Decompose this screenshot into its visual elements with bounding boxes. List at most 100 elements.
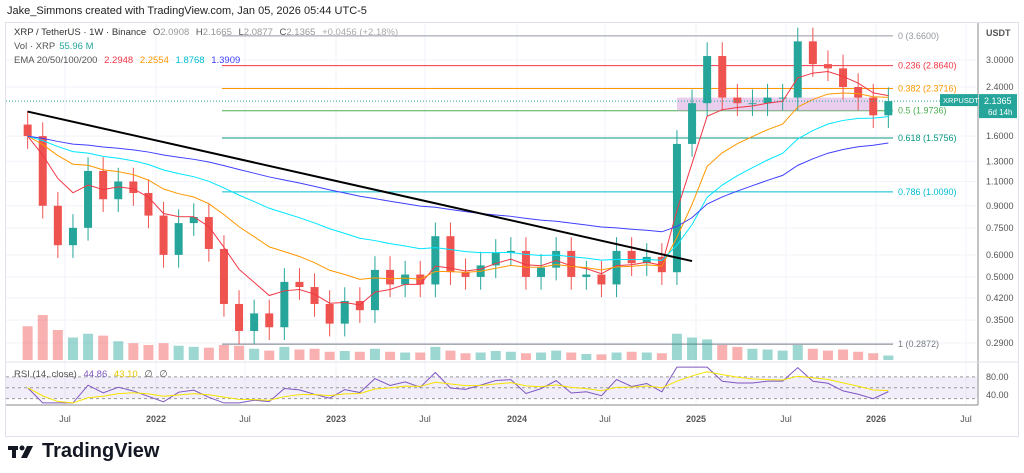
ema-label[interactable]: EMA 20/50/100/200: [14, 55, 98, 66]
countdown-text: 6d 14h: [988, 108, 1012, 117]
fib-label: 0.5 (1.9736): [898, 106, 947, 116]
volume-bar: [67, 337, 78, 360]
volume-bar: [128, 343, 139, 360]
candle: [23, 124, 32, 137]
rsi-legend: RSI (14, close) 44.86 43.10 ∅ ∅: [14, 369, 172, 380]
volume-bar: [868, 353, 879, 360]
price-tick: 1.3000: [986, 156, 1014, 166]
volume-bar: [626, 351, 637, 360]
volume-bar: [490, 351, 501, 360]
volume-bar: [400, 352, 411, 360]
volume-bar: [279, 346, 290, 360]
volume-bar: [294, 349, 305, 360]
candle: [793, 41, 802, 98]
candle: [642, 256, 651, 264]
rsi-value: 44.86: [83, 369, 108, 380]
time-tick: 2024: [507, 414, 527, 424]
fib-label: 0 (3.6600): [898, 31, 939, 41]
fib-label: 1 (0.2872): [898, 339, 939, 349]
candle: [310, 287, 319, 304]
ema-legend: EMA 20/50/100/200 2.2948 2.2554 1.8768 1…: [14, 55, 244, 66]
candle: [84, 170, 93, 228]
rsi-na-2: ∅: [159, 369, 168, 380]
volume-bar: [581, 354, 592, 360]
candle: [38, 136, 47, 206]
time-tick: Jul: [419, 414, 431, 424]
change-value: +0.0456 (+2.18%): [322, 27, 399, 38]
candle: [461, 272, 470, 277]
volume-bar: [807, 348, 818, 360]
high-label: H: [195, 27, 203, 38]
chart-frame[interactable]: [5, 22, 1019, 437]
candle: [733, 97, 742, 104]
high-value: 2.1665: [202, 27, 232, 38]
candle: [68, 227, 77, 246]
candle: [204, 217, 213, 249]
ema100-line: [27, 116, 889, 261]
price-tick: 0.9000: [986, 201, 1014, 211]
volume-bar: [475, 352, 486, 360]
volume-bar: [460, 353, 471, 360]
symbol-legend: XRP / TetherUS · 1W · Binance O2.0908 H2…: [14, 27, 402, 38]
price-tick: 0.6000: [986, 250, 1014, 260]
time-tick: 2022: [146, 414, 166, 424]
candle: [370, 269, 379, 311]
candle: [582, 274, 591, 277]
candle: [823, 64, 832, 69]
volume-bar: [520, 353, 531, 360]
volume-bar: [385, 351, 396, 360]
volume-bar: [98, 335, 109, 360]
candle: [612, 250, 621, 285]
price-tick: 1.1000: [986, 176, 1014, 186]
candle: [53, 205, 62, 246]
rsi-ma-value: 43.10: [113, 369, 138, 380]
volume-bar: [687, 337, 698, 360]
volume-bar: [234, 345, 245, 360]
candle: [763, 97, 772, 104]
volume-bar: [762, 349, 773, 360]
candle: [250, 313, 259, 331]
candle: [597, 274, 606, 285]
volume-bar: [22, 326, 33, 360]
candle: [748, 103, 757, 105]
tradingview-logo[interactable]: TradingView: [8, 440, 159, 463]
candle: [672, 143, 681, 273]
tradingview-logo-icon: [8, 445, 33, 458]
candle: [778, 97, 787, 99]
volume-label[interactable]: Vol · XRP: [14, 41, 56, 52]
candle: [265, 313, 274, 328]
candle: [869, 97, 878, 116]
volume-bar: [309, 348, 320, 360]
candle: [567, 250, 576, 277]
last-price-tag: [979, 94, 1017, 119]
trendline: [27, 110, 693, 263]
price-tick: 0.7500: [986, 223, 1014, 233]
volume-bar: [37, 315, 48, 360]
low-label: L: [238, 27, 244, 38]
volume-value: 55.96 M: [59, 41, 94, 52]
candle: [144, 193, 153, 216]
candle: [114, 181, 123, 200]
candle: [703, 56, 712, 104]
attribution: Jake_Simmons created with TradingView.co…: [7, 5, 367, 17]
volume-bar: [218, 345, 229, 360]
candle: [884, 101, 893, 116]
volume-bar: [158, 343, 169, 360]
time-tick: Jul: [780, 414, 792, 424]
open-value: 2.0908: [160, 27, 190, 38]
rsi-label[interactable]: RSI (14, close): [14, 369, 77, 380]
candle: [99, 170, 108, 200]
volume-bar: [173, 345, 184, 360]
volume-bar: [883, 355, 894, 360]
rsi-tick: 40.00: [986, 390, 1009, 400]
symbol-name[interactable]: XRP / TetherUS · 1W · Binance: [14, 27, 147, 38]
ema50-line: [27, 92, 889, 280]
symbol-tag-text: XRPUSDT: [943, 96, 979, 105]
volume-bar: [143, 345, 154, 360]
symbol-tag: [940, 94, 978, 107]
volume-bar: [264, 350, 275, 360]
candle: [295, 281, 304, 288]
volume-bar: [203, 347, 214, 360]
candle: [386, 269, 395, 285]
